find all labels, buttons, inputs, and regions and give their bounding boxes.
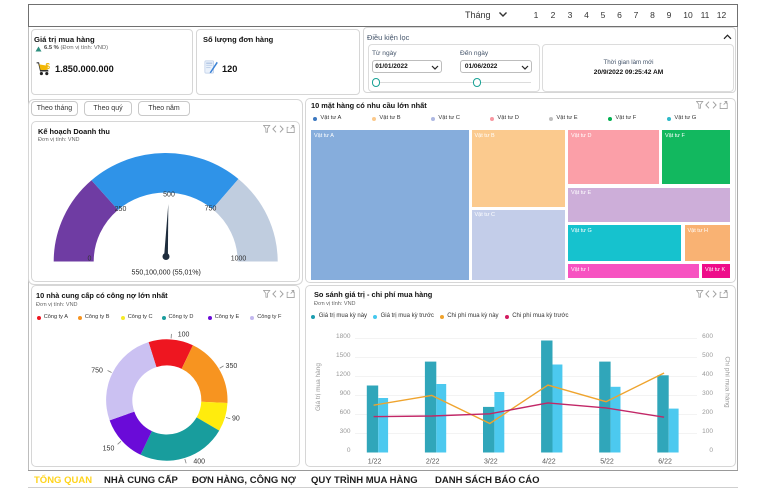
svg-text:1/22: 1/22 (368, 459, 382, 466)
svg-text:300: 300 (702, 390, 713, 397)
svg-text:100: 100 (702, 428, 713, 435)
svg-text:Giá trị mua hàng: Giá trị mua hàng (315, 363, 322, 411)
svg-text:90: 90 (232, 415, 240, 422)
svg-text:4/22: 4/22 (542, 459, 556, 466)
svg-text:500: 500 (702, 352, 713, 359)
svg-text:1500: 1500 (336, 352, 351, 359)
svg-text:600: 600 (702, 333, 713, 340)
svg-text:5/22: 5/22 (600, 459, 614, 466)
svg-text:1800: 1800 (336, 333, 351, 340)
svg-text:150: 150 (103, 445, 115, 452)
svg-text:3/22: 3/22 (484, 459, 498, 466)
svg-text:750: 750 (205, 206, 217, 213)
svg-text:0: 0 (347, 447, 351, 454)
svg-text:350: 350 (226, 363, 238, 370)
svg-text:300: 300 (340, 428, 351, 435)
svg-text:1000: 1000 (231, 256, 247, 263)
svg-text:250: 250 (115, 206, 127, 213)
svg-text:400: 400 (193, 459, 205, 466)
svg-text:0: 0 (709, 447, 713, 454)
svg-text:1200: 1200 (336, 371, 351, 378)
svg-text:$: $ (45, 62, 50, 71)
svg-text:6/22: 6/22 (658, 459, 672, 466)
svg-text:500: 500 (163, 192, 175, 199)
svg-text:750: 750 (91, 368, 103, 375)
svg-text:550,100,000 (55,01%): 550,100,000 (55,01%) (132, 270, 201, 277)
svg-text:Chi phí mua hàng: Chi phí mua hàng (724, 356, 731, 408)
svg-text:900: 900 (340, 390, 351, 397)
svg-text:600: 600 (340, 409, 351, 416)
svg-text:0: 0 (88, 256, 92, 263)
svg-text:100: 100 (178, 332, 190, 339)
svg-text:400: 400 (702, 371, 713, 378)
svg-text:200: 200 (702, 409, 713, 416)
svg-text:2/22: 2/22 (426, 459, 440, 466)
